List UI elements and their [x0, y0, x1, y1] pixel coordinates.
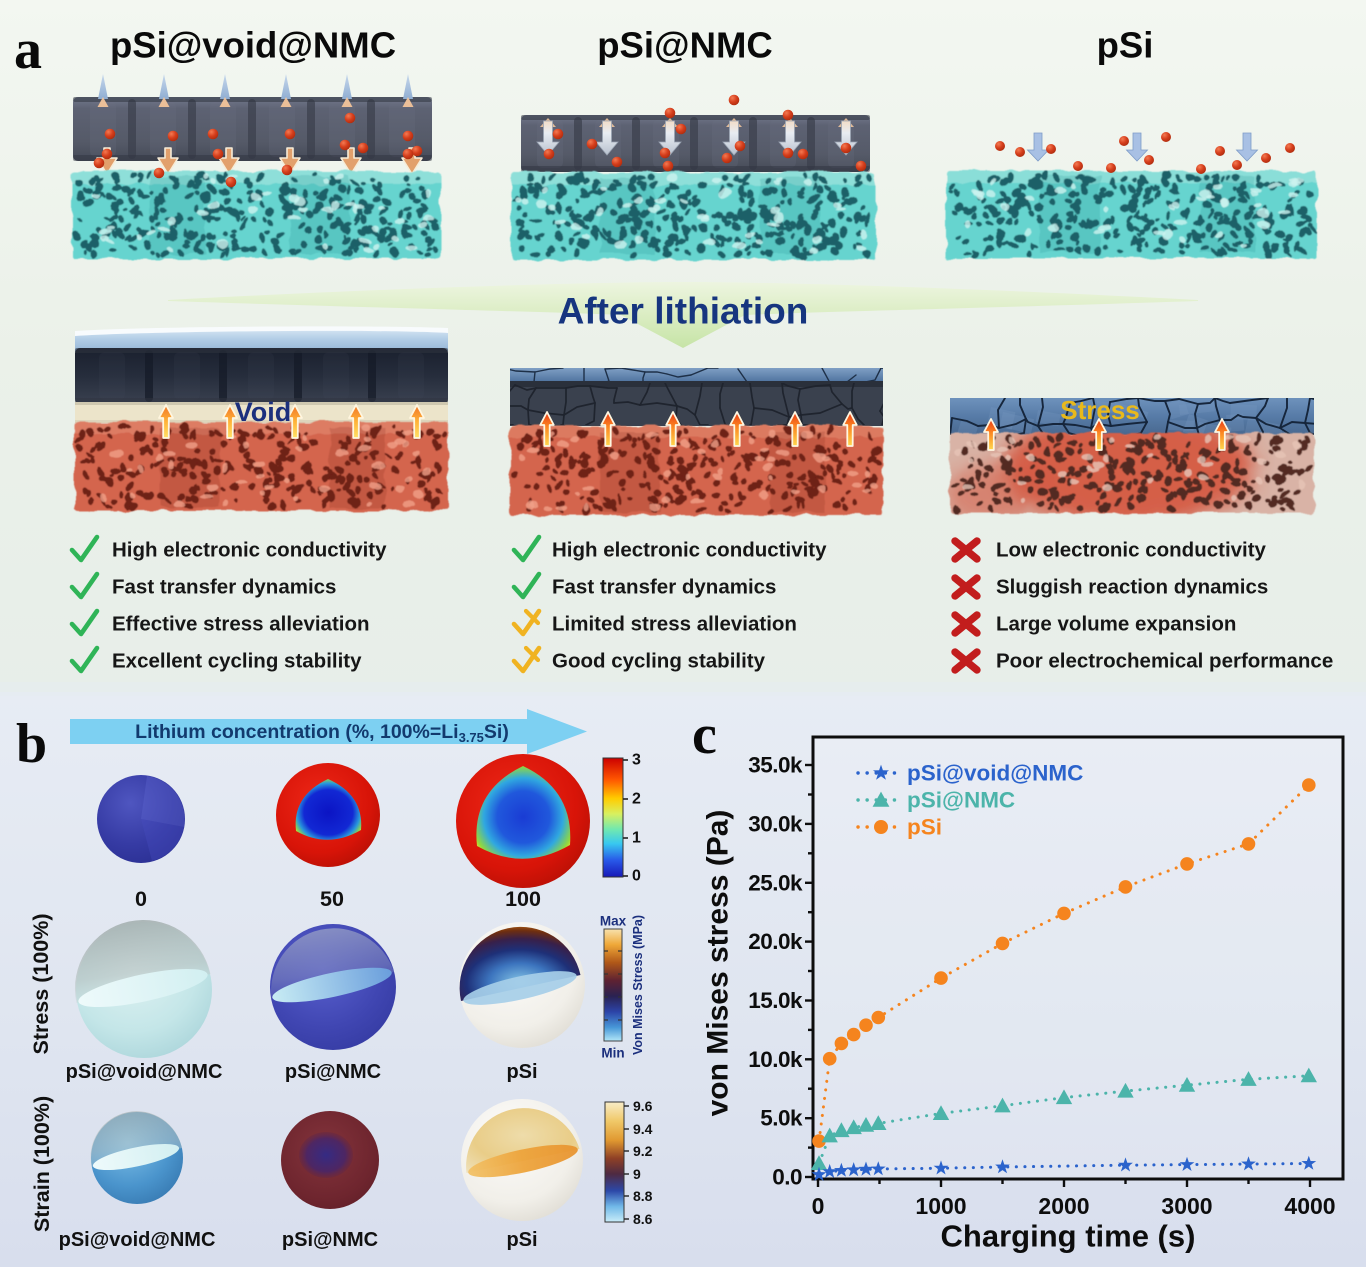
svg-text:5.0k: 5.0k	[760, 1106, 803, 1131]
svg-text:pSi: pSi	[907, 815, 942, 840]
svg-text:8.6: 8.6	[633, 1211, 653, 1227]
svg-text:9.4: 9.4	[633, 1121, 653, 1137]
svg-text:pSi@NMC: pSi@NMC	[285, 1061, 381, 1083]
svg-text:pSi@void@NMC: pSi@void@NMC	[110, 25, 396, 66]
svg-text:pSi@void@NMC: pSi@void@NMC	[66, 1061, 223, 1083]
svg-text:Charging time (s): Charging time (s)	[941, 1219, 1196, 1254]
svg-text:c: c	[692, 704, 717, 766]
svg-text:von Mises stress (Pa): von Mises stress (Pa)	[702, 810, 735, 1117]
svg-text:1000: 1000	[915, 1193, 966, 1219]
svg-text:Limited stress alleviation: Limited stress alleviation	[552, 613, 797, 636]
svg-text:b: b	[16, 713, 47, 775]
svg-text:pSi@void@NMC: pSi@void@NMC	[59, 1229, 216, 1251]
svg-text:Good cycling stability: Good cycling stability	[552, 650, 766, 673]
svg-text:9.2: 9.2	[633, 1143, 653, 1159]
svg-text:Sluggish reaction dynamics: Sluggish reaction dynamics	[996, 576, 1268, 599]
svg-text:Max: Max	[600, 914, 627, 929]
svg-text:High electronic conductivity: High electronic conductivity	[552, 539, 827, 562]
svg-text:1: 1	[632, 830, 641, 847]
svg-text:9: 9	[633, 1166, 641, 1182]
svg-text:pSi: pSi	[506, 1229, 537, 1251]
svg-text:Fast transfer dynamics: Fast transfer dynamics	[112, 576, 336, 599]
svg-text:Effective stress alleviation: Effective stress alleviation	[112, 613, 370, 636]
svg-text:Large volume expansion: Large volume expansion	[996, 613, 1236, 636]
svg-text:0: 0	[812, 1193, 825, 1219]
svg-text:15.0k: 15.0k	[748, 988, 803, 1013]
svg-text:pSi@void@NMC: pSi@void@NMC	[907, 761, 1083, 786]
svg-text:a: a	[14, 19, 42, 81]
svg-text:Stress: Stress	[1060, 395, 1140, 425]
svg-text:30.0k: 30.0k	[748, 811, 803, 836]
svg-text:Excellent cycling stability: Excellent cycling stability	[112, 650, 362, 673]
svg-text:3000: 3000	[1161, 1193, 1212, 1219]
svg-text:Von Mises Stress (MPa): Von Mises Stress (MPa)	[631, 915, 645, 1055]
svg-text:2000: 2000	[1038, 1193, 1089, 1219]
svg-text:20.0k: 20.0k	[748, 929, 803, 954]
svg-text:8.8: 8.8	[633, 1188, 653, 1204]
svg-text:0: 0	[135, 887, 147, 911]
svg-text:Stress (100%): Stress (100%)	[29, 913, 53, 1054]
svg-text:3: 3	[632, 752, 641, 769]
svg-text:pSi: pSi	[1097, 25, 1154, 66]
svg-text:Fast transfer dynamics: Fast transfer dynamics	[552, 576, 776, 599]
svg-text:50: 50	[320, 887, 344, 911]
svg-text:pSi@NMC: pSi@NMC	[597, 25, 773, 66]
svg-text:pSi: pSi	[506, 1061, 537, 1083]
svg-text:Strain (100%): Strain (100%)	[30, 1096, 54, 1232]
svg-text:10.0k: 10.0k	[748, 1047, 803, 1072]
svg-text:After lithiation: After lithiation	[558, 291, 809, 332]
svg-text:0.0: 0.0	[772, 1165, 802, 1190]
svg-text:pSi@NMC: pSi@NMC	[907, 788, 1015, 813]
svg-text:9.6: 9.6	[633, 1098, 653, 1114]
svg-text:Lithium concentration (%, 100%: Lithium concentration (%, 100%=Li3.75Si)	[135, 721, 509, 745]
svg-text:2: 2	[632, 791, 641, 808]
svg-text:Void: Void	[235, 397, 292, 427]
svg-text:Low electronic conductivity: Low electronic conductivity	[996, 539, 1267, 562]
svg-text:0: 0	[632, 868, 641, 885]
svg-text:High electronic conductivity: High electronic conductivity	[112, 539, 387, 562]
svg-text:100: 100	[505, 887, 541, 911]
svg-text:pSi@NMC: pSi@NMC	[282, 1229, 378, 1251]
svg-text:Min: Min	[601, 1046, 624, 1061]
svg-text:25.0k: 25.0k	[748, 870, 803, 895]
svg-text:4000: 4000	[1284, 1193, 1335, 1219]
svg-text:Poor electrochemical performan: Poor electrochemical performance	[996, 650, 1333, 673]
svg-text:35.0k: 35.0k	[748, 753, 803, 778]
